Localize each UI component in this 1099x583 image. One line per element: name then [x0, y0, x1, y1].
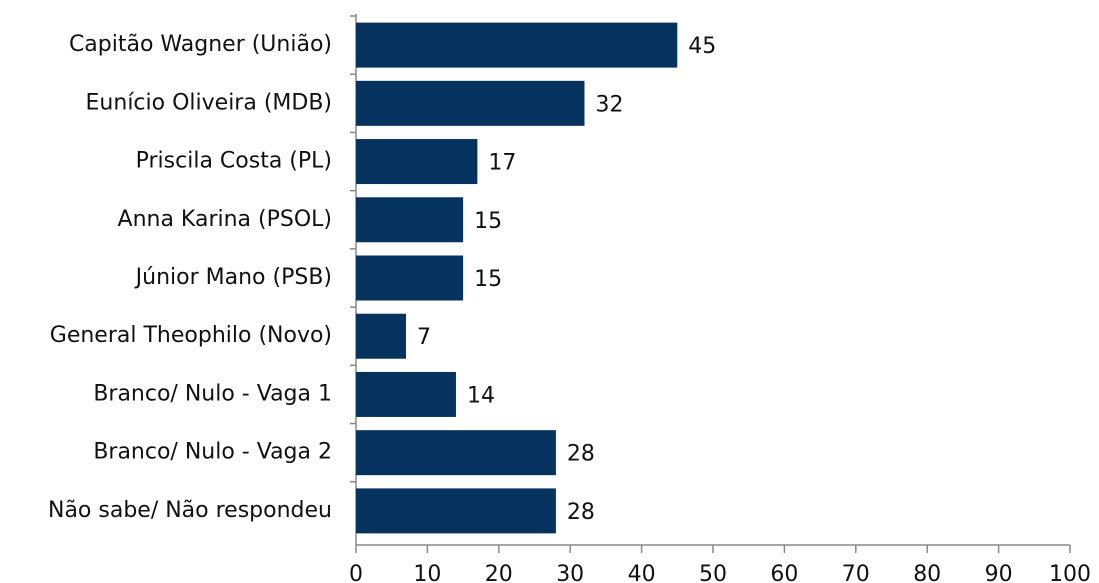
data-label: 28	[567, 500, 595, 525]
data-label: 15	[474, 209, 502, 234]
x-tick-label: 0	[349, 562, 363, 583]
data-label: 15	[474, 267, 502, 292]
x-tick-label: 100	[1049, 562, 1091, 583]
data-label: 14	[467, 383, 495, 408]
x-tick-label: 10	[413, 562, 441, 583]
x-tick-label: 60	[770, 562, 798, 583]
data-label: 7	[417, 325, 431, 350]
bar	[356, 255, 464, 301]
bar	[356, 371, 456, 417]
x-tick-label: 50	[699, 562, 727, 583]
data-label: 28	[567, 442, 595, 467]
x-tick-label: 70	[842, 562, 870, 583]
bar	[356, 313, 406, 359]
x-tick-label: 90	[985, 562, 1013, 583]
data-label: 45	[688, 34, 716, 59]
y-tick-label: Anna Karina (PSOL)	[118, 207, 332, 232]
y-tick-label: General Theophilo (Novo)	[50, 323, 332, 348]
y-tick-label: Não sabe/ Não respondeu	[48, 498, 332, 523]
x-tick-label: 20	[485, 562, 513, 583]
bar	[356, 80, 585, 126]
bar	[356, 22, 678, 68]
y-tick-label: Branco/ Nulo - Vaga 2	[93, 440, 332, 465]
bar	[356, 430, 556, 476]
bar	[356, 488, 556, 534]
y-tick-label: Eunício Oliveira (MDB)	[86, 90, 332, 115]
data-label: 17	[488, 151, 516, 176]
data-label: 32	[595, 92, 623, 117]
y-tick-label: Priscila Costa (PL)	[136, 149, 332, 174]
x-tick-label: 40	[628, 562, 656, 583]
x-tick-label: 80	[913, 562, 941, 583]
y-tick-label: Branco/ Nulo - Vaga 1	[93, 381, 332, 406]
x-tick-label: 30	[556, 562, 584, 583]
y-tick-label: Capitão Wagner (União)	[69, 32, 332, 57]
bar	[356, 139, 478, 185]
bar	[356, 197, 464, 243]
y-tick-label: Júnior Mano (PSB)	[134, 265, 332, 290]
